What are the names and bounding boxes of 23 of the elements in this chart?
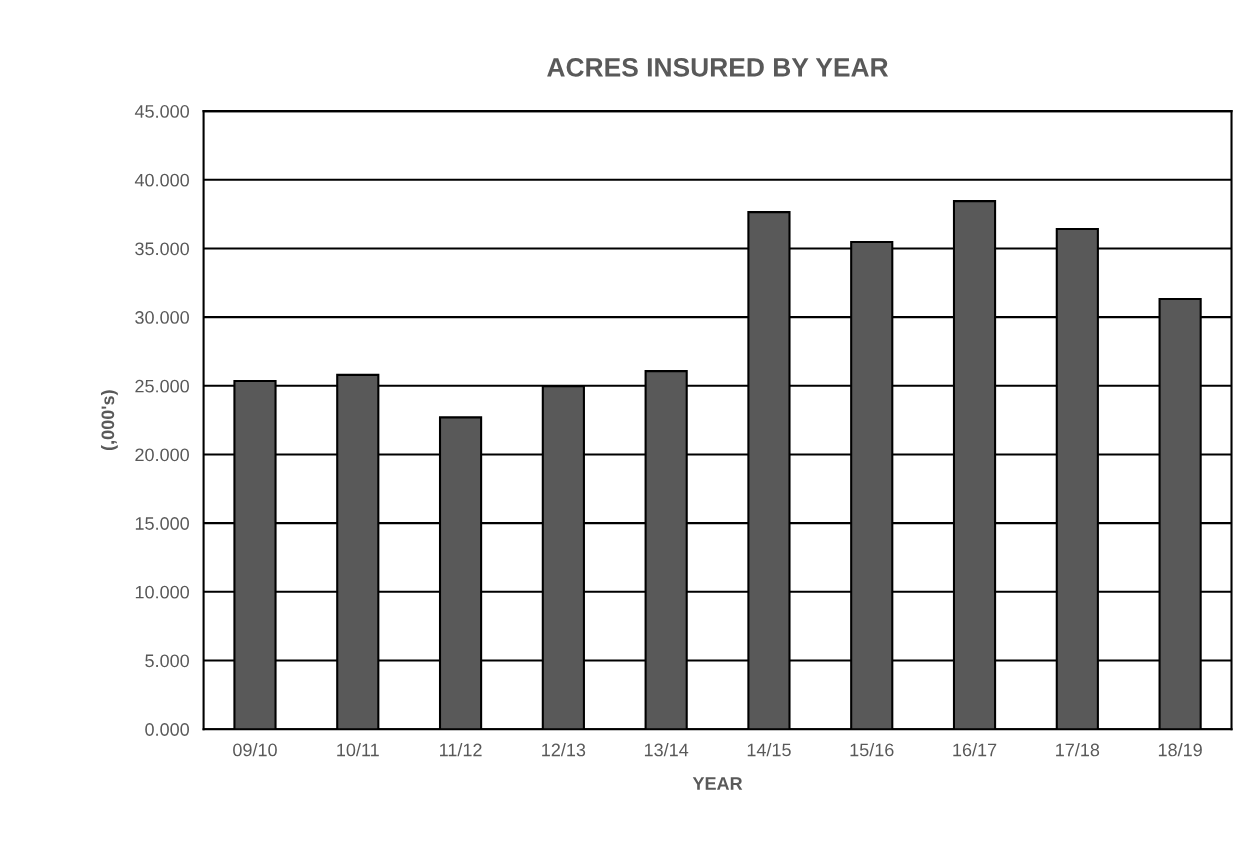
y-tick-label: 5.000	[145, 654, 189, 668]
y-tick-label: 20.000	[135, 448, 189, 462]
x-tick-label: 18/19	[1158, 743, 1202, 757]
chart-title: ACRES INSURED BY YEAR	[547, 57, 889, 77]
y-tick-label: 40.000	[134, 173, 189, 187]
x-tick-label: 09/10	[233, 743, 277, 757]
y-tick-label: 35.000	[135, 242, 189, 256]
x-tick-label: 12/13	[542, 743, 586, 757]
y-tick-label: 10.000	[135, 585, 189, 599]
x-tick-label: 11/12	[440, 743, 482, 757]
y-tick-label: 15.000	[135, 517, 189, 530]
y-axis-title: (,000's)	[100, 390, 118, 451]
y-tick-label: 45.000	[134, 105, 189, 118]
x-tick-label: 16/17	[953, 743, 997, 757]
x-tick-label: 15/16	[850, 743, 894, 757]
x-tick-label: 17/18	[1056, 743, 1100, 757]
x-tick-label: 10/11	[337, 743, 379, 757]
y-tick-label: 25.000	[135, 379, 189, 393]
x-tick-label: 14/15	[747, 743, 791, 757]
y-tick-label: 30.000	[135, 311, 189, 324]
y-tick-label: 0.000	[145, 723, 189, 736]
x-tick-label: 13/14	[644, 743, 689, 757]
x-axis-title: YEAR	[692, 777, 743, 790]
